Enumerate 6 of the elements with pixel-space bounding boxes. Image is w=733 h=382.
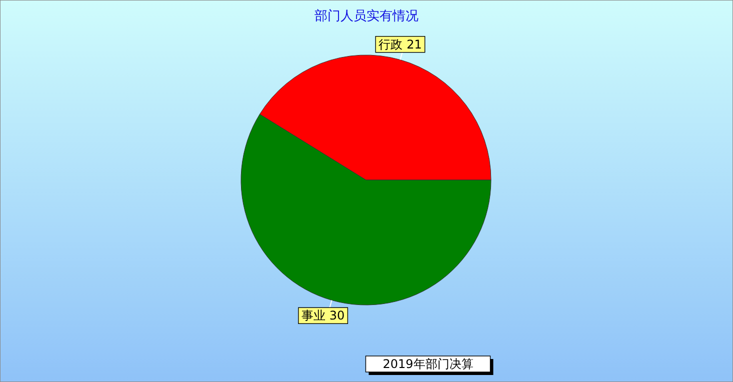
slice-label: 事业	[301, 308, 326, 323]
data-label: 30	[329, 308, 345, 323]
slice-label: 行政	[378, 37, 403, 52]
text: 2019年部门决算	[382, 357, 474, 371]
data-label: 21	[406, 37, 422, 52]
chart-title: 部门人员实有情况	[314, 8, 418, 24]
